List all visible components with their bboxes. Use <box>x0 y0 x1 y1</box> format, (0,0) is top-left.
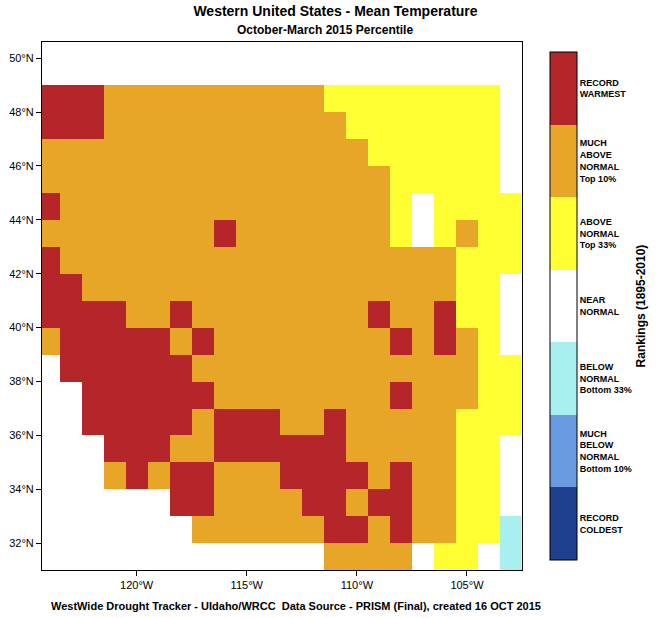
svg-text:46°N: 46°N <box>9 160 34 172</box>
svg-text:40°N: 40°N <box>9 321 34 333</box>
svg-text:115°W: 115°W <box>231 579 264 591</box>
svg-text:BELOWNORMALBottom 33%: BELOWNORMALBottom 33% <box>580 362 632 395</box>
svg-text:50°N: 50°N <box>9 52 34 64</box>
svg-text:42°N: 42°N <box>9 268 34 280</box>
svg-text:RECORDCOLDEST: RECORDCOLDEST <box>580 513 624 535</box>
svg-text:October-March 2015 Percentile: October-March 2015 Percentile <box>237 23 413 37</box>
svg-text:110°W: 110°W <box>341 579 374 591</box>
svg-text:MUCHBELOWNORMALBottom 10%: MUCHBELOWNORMALBottom 10% <box>580 429 632 474</box>
svg-text:Western United States - Mean T: Western United States - Mean Temperature <box>193 3 477 19</box>
svg-text:Rankings (1895-2010): Rankings (1895-2010) <box>634 245 648 368</box>
svg-text:RECORDWARMEST: RECORDWARMEST <box>580 78 627 100</box>
svg-text:NEARNORMAL: NEARNORMAL <box>580 295 620 317</box>
svg-text:ABOVENORMALTop 33%: ABOVENORMALTop 33% <box>580 217 620 250</box>
svg-text:48°N: 48°N <box>9 106 34 118</box>
svg-text:44°N: 44°N <box>9 214 34 226</box>
svg-text:105°W: 105°W <box>450 579 484 591</box>
svg-text:38°N: 38°N <box>9 375 34 387</box>
svg-text:WestWide Drought Tracker - UId: WestWide Drought Tracker - UIdaho/WRCC D… <box>51 600 541 612</box>
svg-text:34°N: 34°N <box>9 483 34 495</box>
svg-text:MUCHABOVENORMALTop 10%: MUCHABOVENORMALTop 10% <box>580 138 620 183</box>
svg-text:32°N: 32°N <box>9 537 34 549</box>
svg-text:120°W: 120°W <box>120 579 154 591</box>
svg-text:36°N: 36°N <box>9 429 34 441</box>
